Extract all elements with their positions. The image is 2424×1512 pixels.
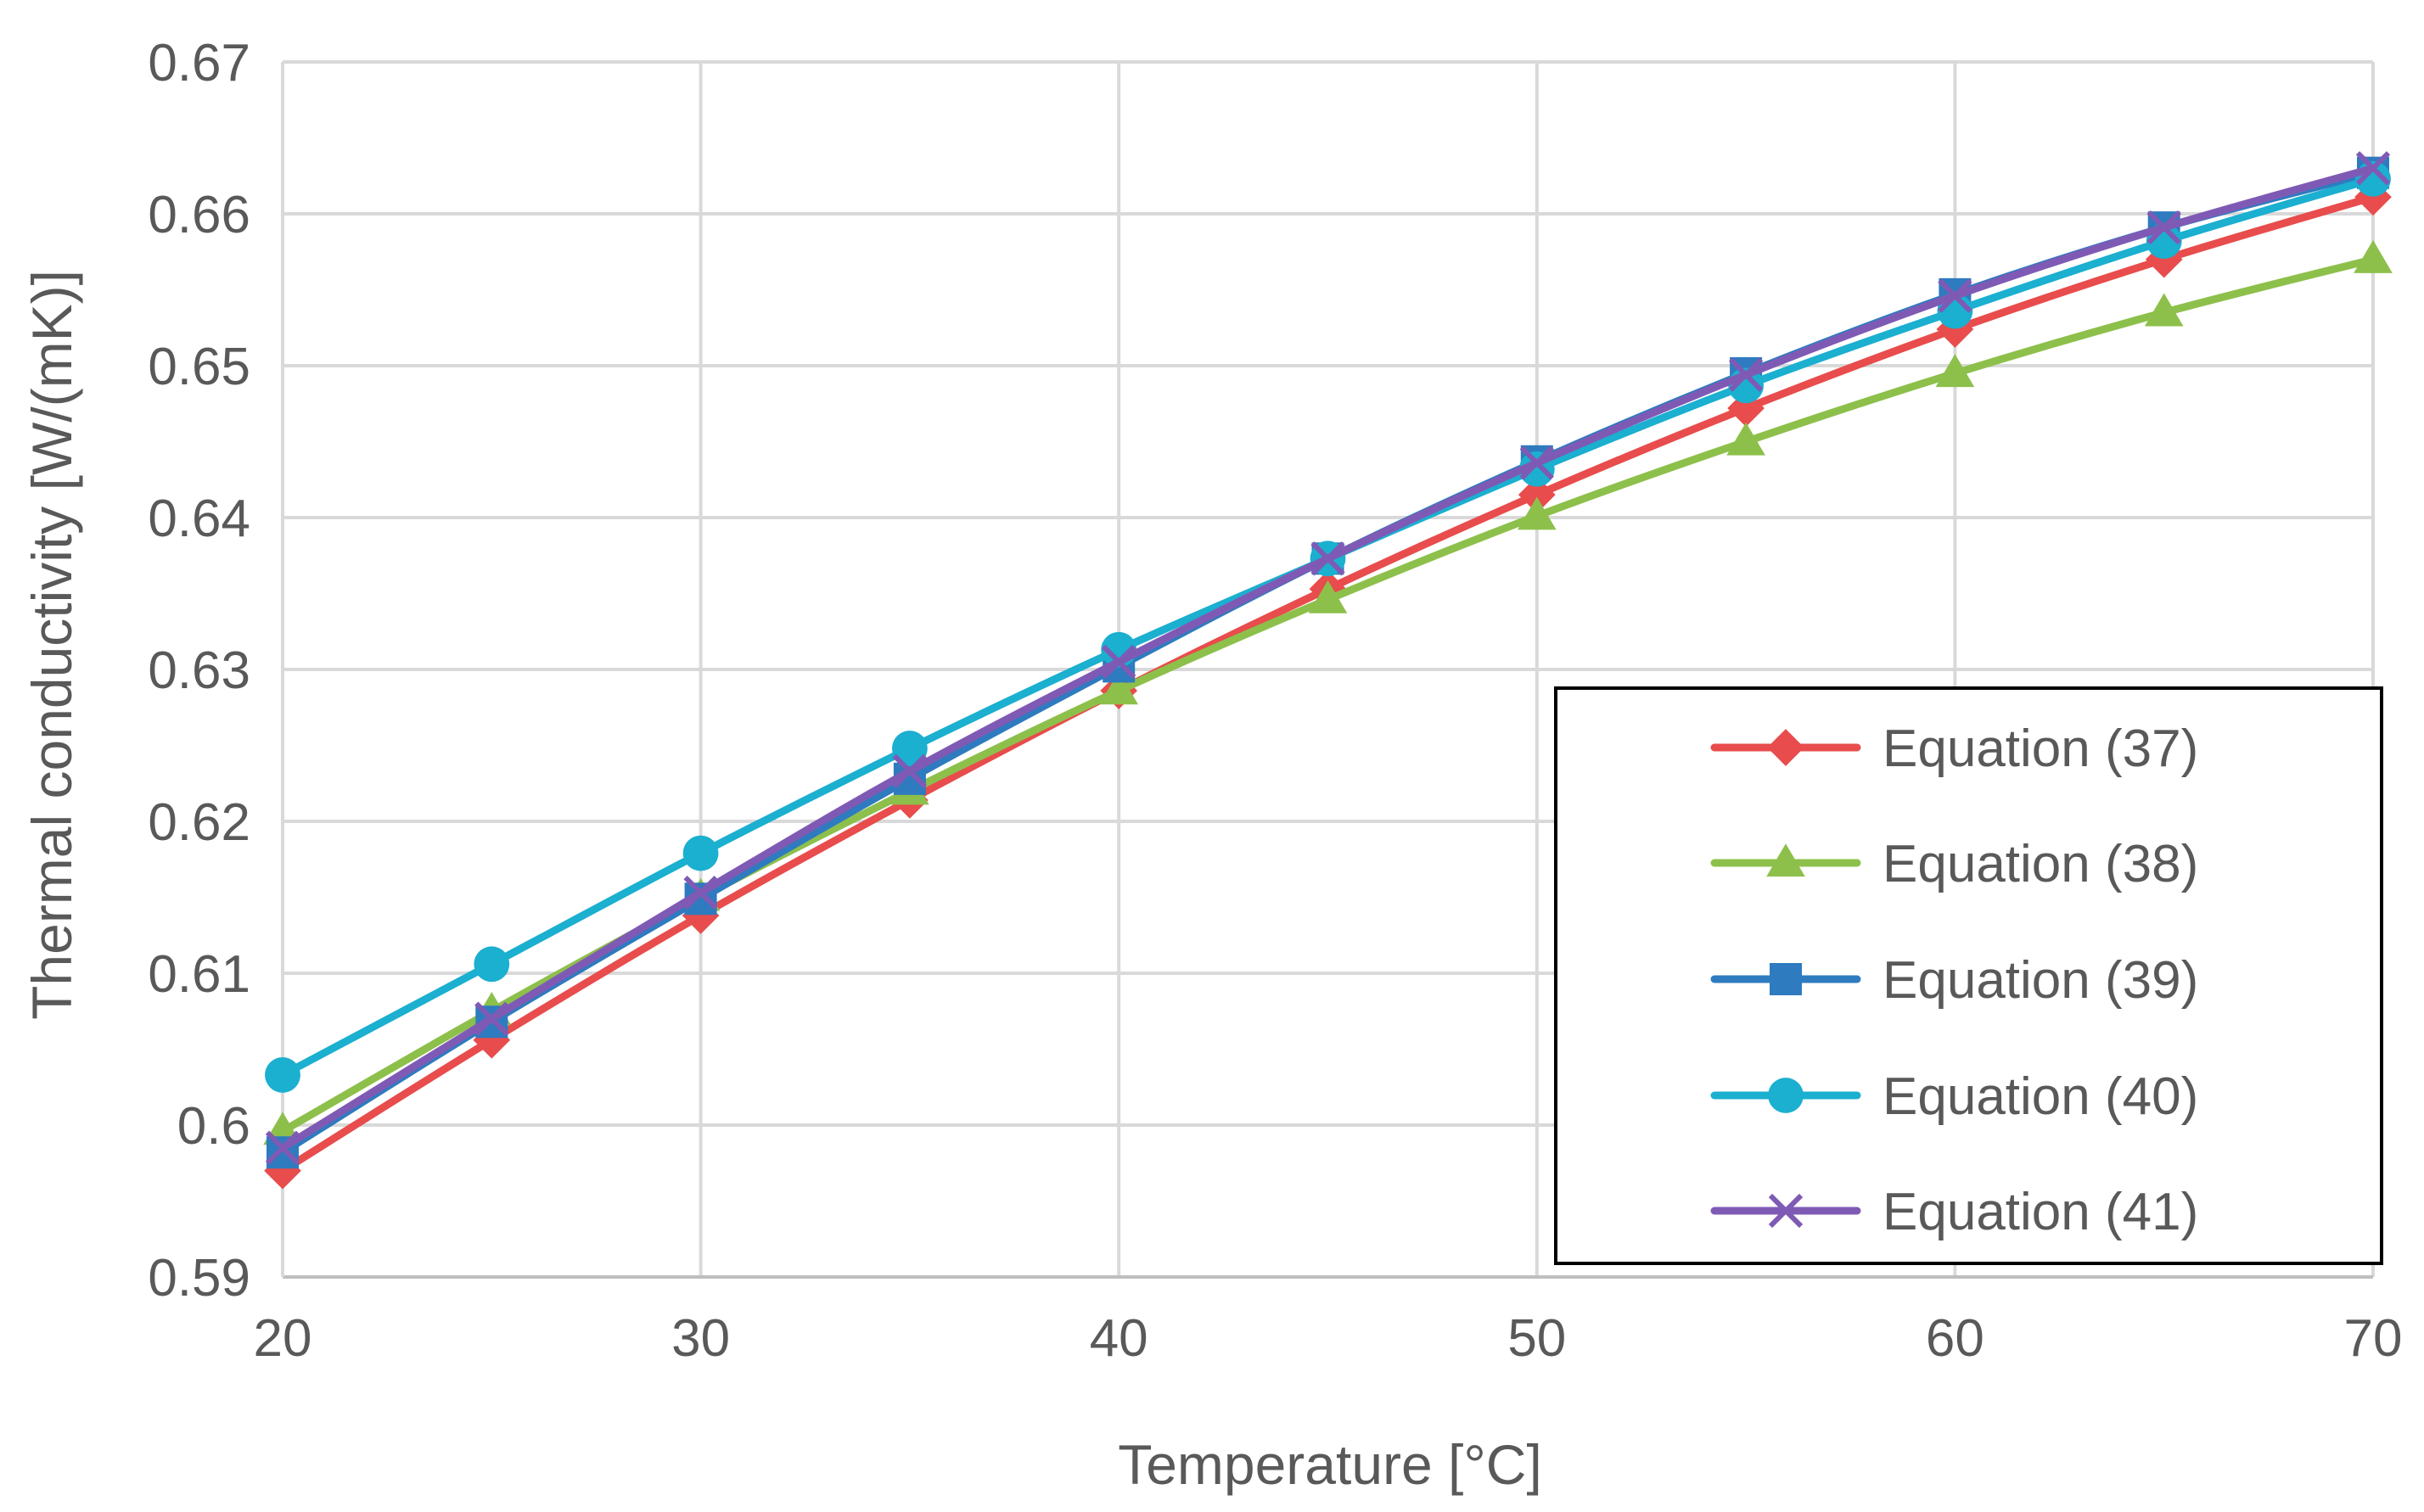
data-point <box>1308 580 1348 613</box>
data-point <box>2144 293 2184 327</box>
data-point <box>2146 210 2181 245</box>
x-tick-label: 70 <box>2344 1309 2403 1368</box>
data-point <box>2354 239 2393 273</box>
legend-label: Equation (39) <box>1883 951 2198 1010</box>
data-point <box>892 753 928 789</box>
y-tick-label: 0.65 <box>148 338 250 396</box>
data-point <box>1519 445 1554 480</box>
y-axis-title: Thermal conductivity [W/(mK)] <box>20 270 83 1020</box>
x-axis-title: Temperature [°C] <box>1118 1433 1542 1496</box>
legend-swatch-marker <box>1767 729 1804 766</box>
y-tick-label: 0.6 <box>177 1097 250 1156</box>
data-point <box>1518 496 1557 530</box>
x-marker-stroke <box>1310 541 1345 576</box>
x-marker-stroke <box>1102 644 1136 680</box>
x-marker-stroke <box>474 1001 509 1036</box>
data-point <box>1099 671 1138 705</box>
legend-entry-4: Equation (40) <box>1710 1067 2198 1126</box>
data-point <box>1728 357 1764 392</box>
legend-label: Equation (38) <box>1883 835 2198 893</box>
legend-swatch-marker <box>1768 1078 1804 1113</box>
legend-label: Equation (41) <box>1883 1183 2198 1241</box>
legend-label: Equation (40) <box>1883 1067 2198 1126</box>
data-point <box>474 946 510 983</box>
y-tick-label: 0.63 <box>148 641 250 700</box>
x-tick-label: 30 <box>671 1309 730 1368</box>
y-tick-label: 0.59 <box>148 1249 250 1308</box>
x-marker-stroke <box>1519 445 1554 480</box>
data-point <box>892 731 928 766</box>
y-tick-label: 0.62 <box>148 793 250 852</box>
data-series <box>263 151 2393 1190</box>
legend-swatch-marker <box>1768 1193 1804 1229</box>
legend-entry-2: Equation (38) <box>1710 835 2198 893</box>
data-point <box>1938 278 1972 313</box>
data-point <box>1310 541 1345 576</box>
x-tick-label: 60 <box>1926 1309 1984 1368</box>
legend-swatch-marker <box>1766 843 1805 877</box>
legend-entry-5: Equation (41) <box>1710 1183 2198 1241</box>
data-point <box>682 897 720 934</box>
series-5 <box>265 151 2391 1166</box>
data-point <box>474 1001 509 1036</box>
x-tick-label: 40 <box>1090 1309 1148 1368</box>
data-point <box>683 875 718 910</box>
x-marker-stroke <box>1728 357 1764 392</box>
y-tick-label: 0.64 <box>148 490 250 548</box>
data-point <box>1726 422 1765 456</box>
x-marker-stroke <box>265 1130 300 1166</box>
x-marker-stroke <box>1768 1193 1804 1229</box>
legend-box <box>1554 686 2383 1265</box>
x-tick-label: 50 <box>1507 1309 1566 1368</box>
data-point <box>1102 644 1136 680</box>
x-marker-stroke <box>892 753 928 789</box>
x-tick-label: 20 <box>254 1309 312 1368</box>
data-point <box>1935 354 1975 388</box>
tick-labels: 0.59 0.6 0.61 0.62 0.63 0.64 0.65 0.66 0.67 20 30 4… <box>148 34 2402 1368</box>
data-point <box>265 1057 300 1093</box>
y-tick-label: 0.66 <box>148 186 250 244</box>
y-tick-label: 0.67 <box>148 34 250 92</box>
data-point <box>2355 151 2391 186</box>
data-point <box>1518 476 1556 513</box>
x-marker-stroke <box>683 875 718 910</box>
legend-entry-1: Equation (37) <box>1710 720 2198 778</box>
legend-swatch-marker <box>1770 963 1802 995</box>
data-point <box>265 1130 300 1166</box>
legend: Equation (37) Equation (38) Equation (39) E… <box>1554 686 2383 1265</box>
x-marker-stroke <box>2146 210 2181 245</box>
y-tick-label: 0.61 <box>148 945 250 1004</box>
data-point <box>473 1021 511 1059</box>
legend-label: Equation (37) <box>1883 720 2198 778</box>
data-point <box>682 835 719 871</box>
x-marker-stroke <box>2355 151 2391 186</box>
x-marker-stroke <box>1938 278 1972 313</box>
legend-entry-3: Equation (39) <box>1710 951 2198 1010</box>
